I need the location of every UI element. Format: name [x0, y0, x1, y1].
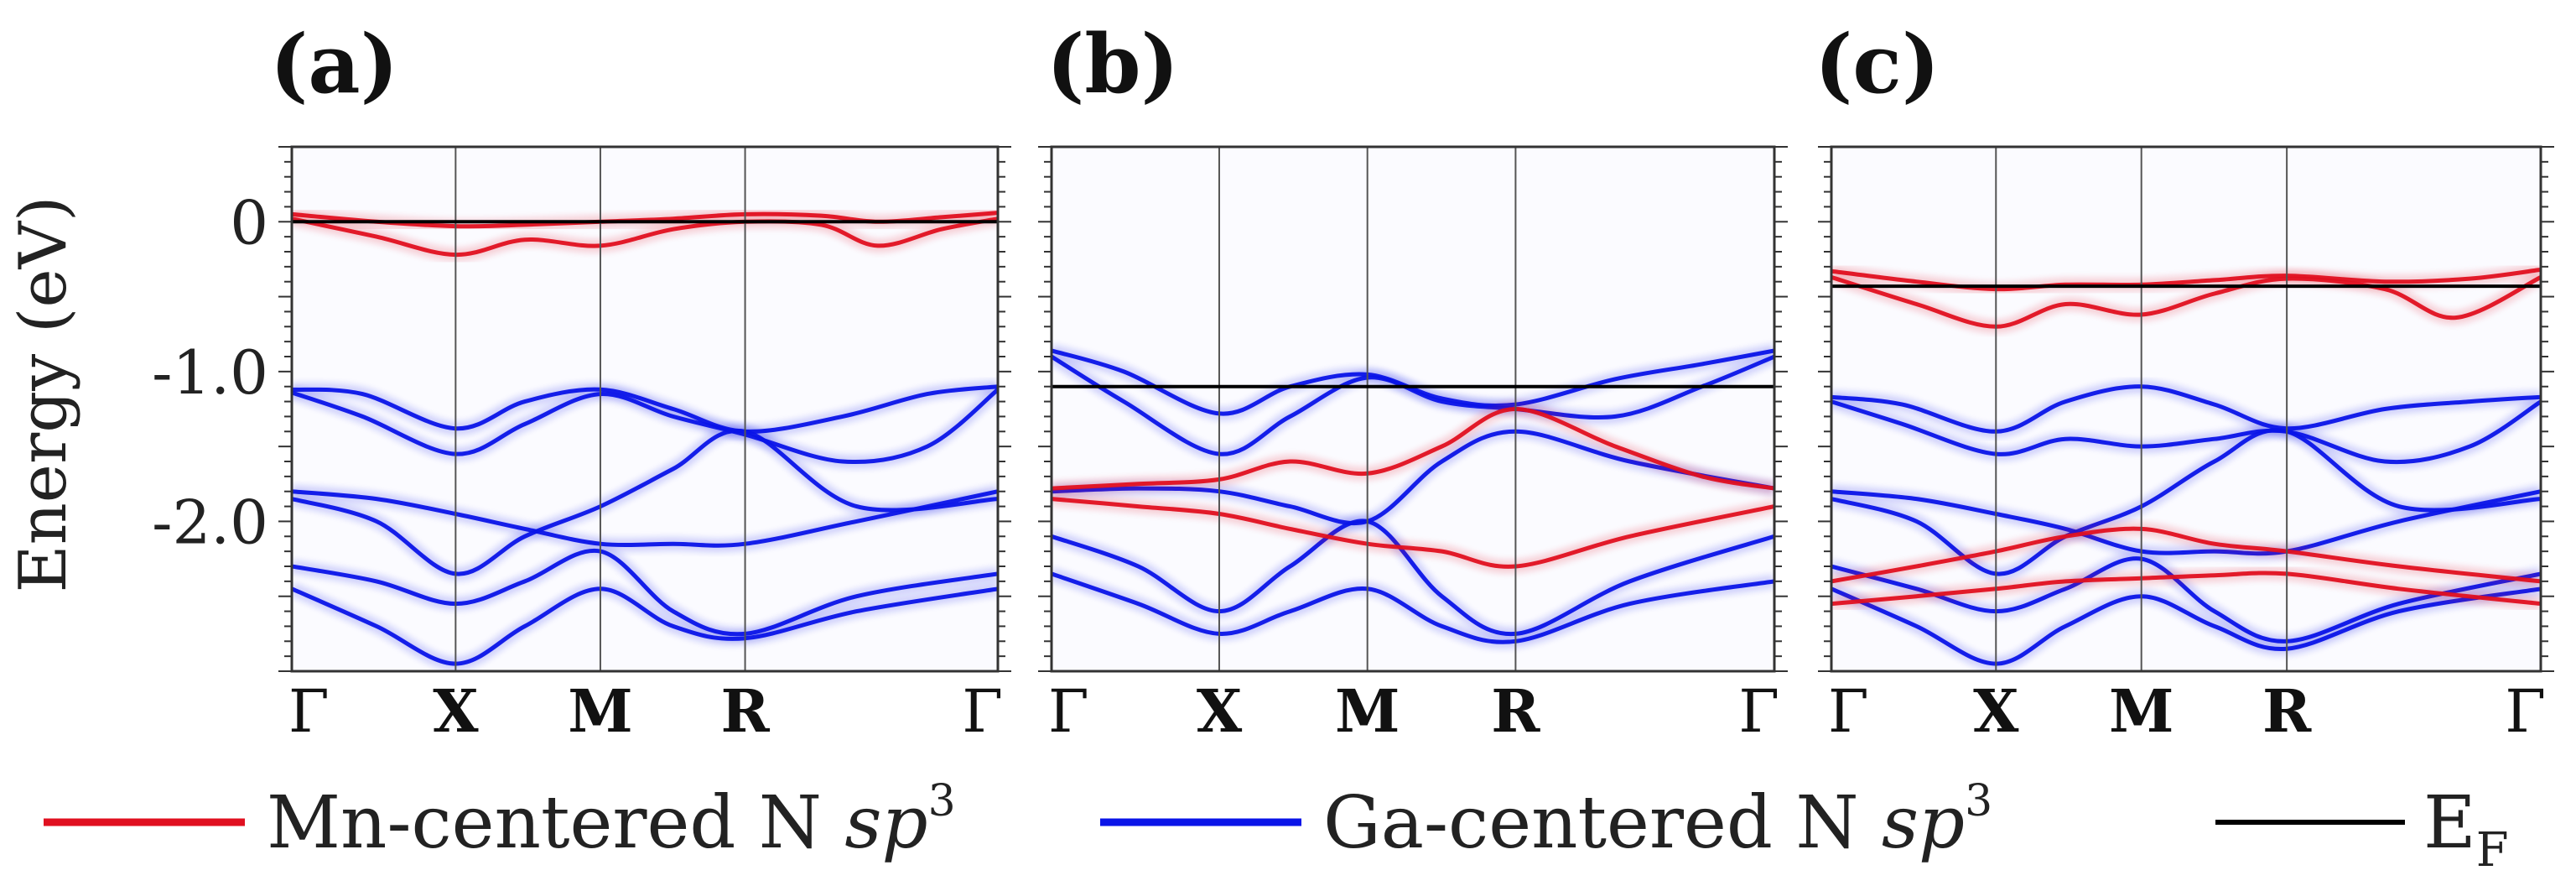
band-line-ga [1052, 354, 1774, 456]
plot-frame [290, 145, 1000, 673]
legend-label-ef: EF [2423, 781, 2509, 878]
band-line-mn [1052, 497, 1774, 569]
k-point-label: M [568, 676, 633, 746]
k-point-label: M [1335, 676, 1400, 746]
panel-label-c: (c) [1815, 17, 1940, 112]
band-line-mn [1831, 526, 2541, 584]
k-point-label: Γ [1048, 677, 1089, 746]
band-line-ga [1831, 489, 2541, 556]
band-line-ga [1831, 399, 2541, 465]
panel-label-a: (a) [270, 17, 398, 112]
band-line-mn [292, 216, 998, 258]
legend-label-mn: Mn-centered N sp3 [267, 776, 956, 865]
panel-a: (a) 0 -1.0 -2.0 Γ X M R Γ [152, 17, 1011, 746]
legend: Mn-centered N sp3 Ga-centered N sp3 EF [44, 776, 2509, 878]
plot-frame [1050, 145, 1776, 673]
y-axis-label: Energy (eV) [6, 196, 81, 593]
k-point-label: Γ [288, 677, 330, 746]
k-point-label: Γ [1828, 677, 1869, 746]
band-line-mn [1831, 571, 2541, 607]
k-point-label: R [1491, 676, 1540, 746]
legend-label-ga: Ga-centered N sp3 [1323, 776, 1992, 865]
k-point-label: Γ [2505, 677, 2546, 746]
band-line-ga [1831, 428, 2541, 576]
band-line-ga [1052, 571, 1774, 644]
band-line-mn [1831, 274, 2541, 329]
band-line-ga [1052, 519, 1774, 637]
panel-b: (b) Γ X M R Γ [1038, 17, 1788, 746]
band-line-ga [292, 387, 998, 464]
band-line-ga [1831, 384, 2541, 434]
k-point-label: X [433, 676, 479, 746]
band-line-ga [292, 548, 998, 637]
panel-c: (c) Γ X M R Γ [1815, 17, 2554, 746]
y-tick-label: 0 [230, 187, 268, 258]
k-point-label: Γ [962, 677, 1003, 746]
band-line-ga [292, 489, 998, 548]
k-point-label: R [720, 676, 770, 746]
bands-layer [1052, 344, 1774, 649]
band-line-mn [1052, 406, 1774, 491]
k-point-label: M [2109, 676, 2174, 746]
k-point-label: R [2262, 676, 2312, 746]
k-point-label: Γ [1738, 677, 1779, 746]
y-tick-label: -2.0 [152, 487, 268, 557]
k-point-label: X [1973, 676, 2019, 746]
y-tick-label: -1.0 [152, 337, 268, 408]
band-line-ga [292, 428, 998, 576]
band-line-ga [292, 586, 998, 666]
plot-frame [1830, 145, 2542, 673]
bands-layer [292, 206, 998, 671]
panel-label-b: (b) [1046, 17, 1179, 112]
k-point-label: X [1197, 676, 1243, 746]
